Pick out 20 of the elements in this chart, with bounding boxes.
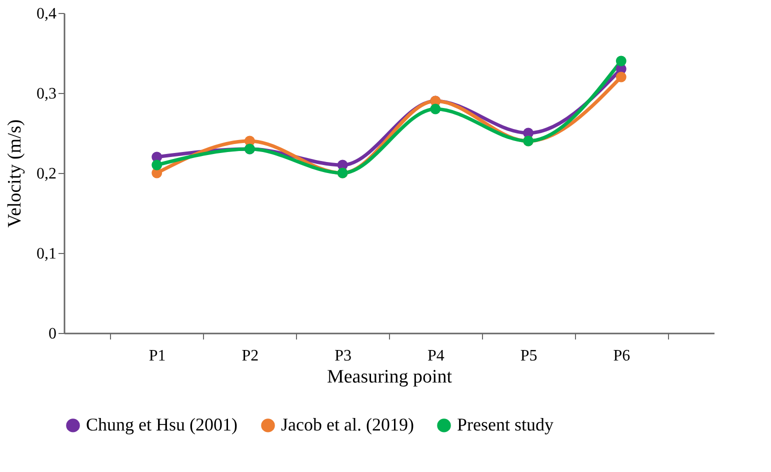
x-tick-label: P6	[613, 348, 630, 364]
x-tick-label: P1	[148, 348, 166, 364]
y-tick-label: 0,1	[36, 246, 56, 262]
y-tick-label: 0,2	[36, 166, 56, 182]
x-tick-label: P5	[520, 348, 538, 364]
x-tick-label: P3	[334, 348, 352, 364]
legend-label: Present study	[457, 414, 554, 434]
point	[152, 160, 162, 170]
y-tick-label: 0	[48, 326, 56, 342]
legend-label: Chung et Hsu (2001)	[86, 414, 238, 434]
point	[430, 104, 441, 114]
y-tick-label: 0,3	[36, 86, 56, 102]
x-tick-label: P2	[242, 348, 259, 364]
point	[616, 72, 626, 82]
point	[616, 56, 626, 66]
x-tick-label: P4	[427, 348, 444, 364]
x-axis-title: Measuring point	[326, 366, 453, 388]
y-axis-title: Velocity (m/s)	[4, 119, 26, 228]
y-tick-label: 0,4	[36, 6, 56, 22]
legend-label: Jacob et al. (2019)	[281, 414, 414, 434]
